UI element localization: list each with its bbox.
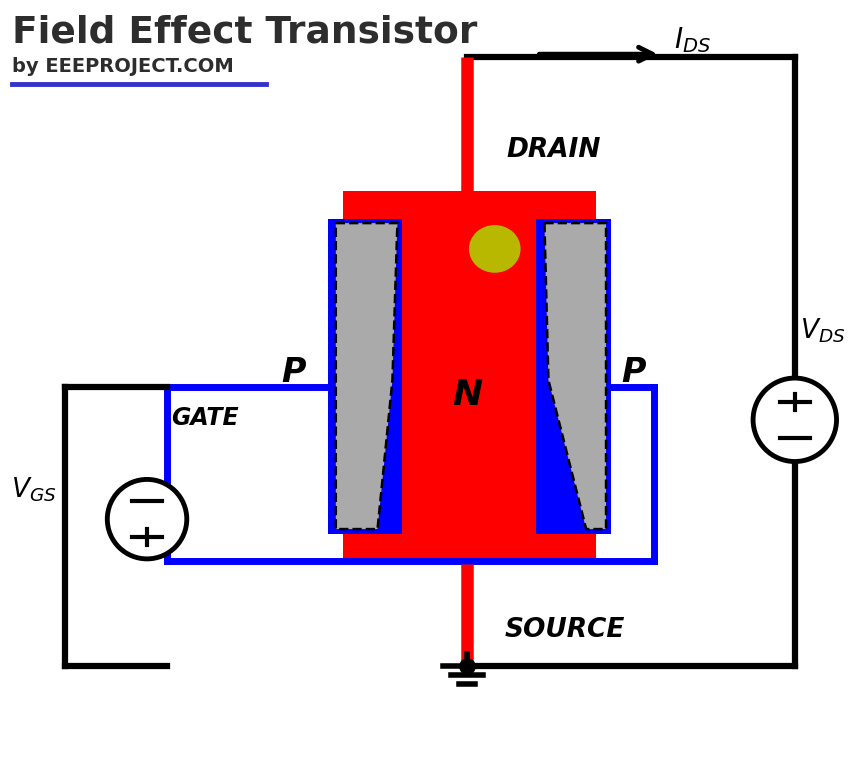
Bar (328, 219, 402, 534)
Circle shape (107, 479, 187, 559)
Text: Field Effect Transistor: Field Effect Transistor (12, 15, 477, 51)
Text: $V_{DS}$: $V_{DS}$ (798, 316, 844, 345)
Text: DRAIN: DRAIN (506, 137, 601, 163)
Text: by EEEPROJECT.COM: by EEEPROJECT.COM (12, 57, 234, 76)
Text: N: N (451, 378, 481, 412)
Text: GATE: GATE (171, 406, 238, 429)
Ellipse shape (468, 225, 520, 273)
Polygon shape (335, 223, 397, 529)
Bar (536, 219, 610, 534)
Text: $V_{GS}$: $V_{GS}$ (11, 475, 56, 503)
Text: SOURCE: SOURCE (504, 618, 624, 643)
Circle shape (752, 378, 836, 461)
Text: P: P (621, 356, 646, 388)
Text: $I_{DS}$: $I_{DS}$ (673, 26, 710, 55)
Polygon shape (544, 223, 606, 529)
Bar (342, 191, 595, 564)
Text: P: P (281, 356, 305, 388)
